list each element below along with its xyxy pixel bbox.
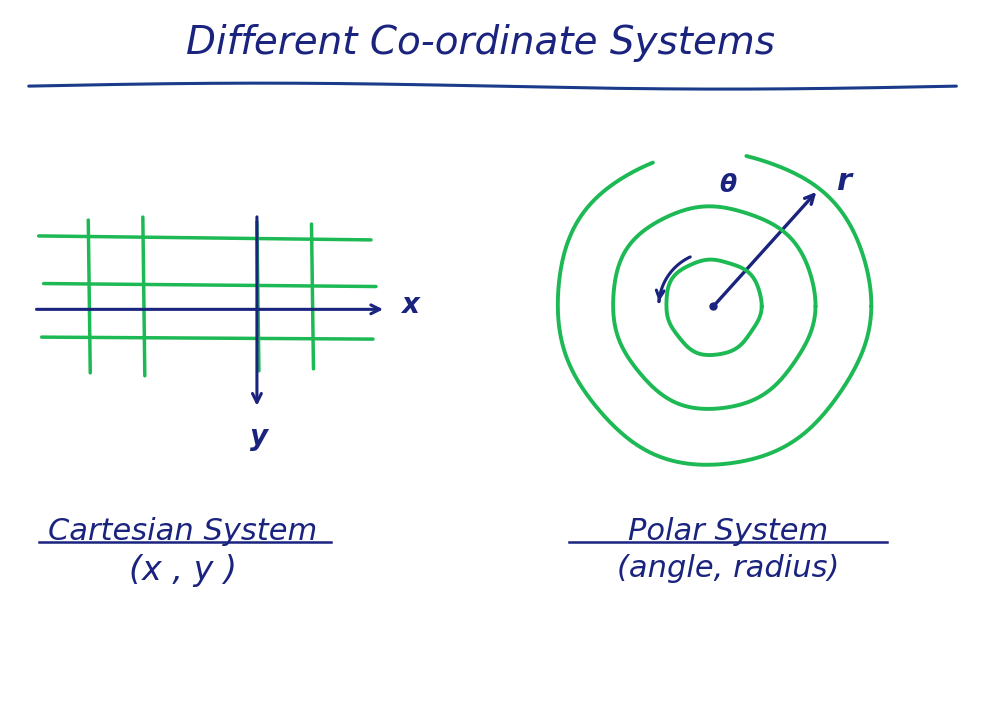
Text: Cartesian System: Cartesian System	[48, 517, 317, 546]
Text: y: y	[250, 424, 268, 451]
Text: (x , y ): (x , y )	[129, 554, 237, 587]
Text: (angle, radius): (angle, radius)	[617, 554, 839, 583]
Text: θ: θ	[720, 174, 737, 198]
Text: x: x	[401, 292, 419, 319]
Text: r: r	[836, 167, 851, 196]
Text: Polar System: Polar System	[628, 517, 828, 546]
Text: Different Co-ordinate Systems: Different Co-ordinate Systems	[186, 23, 775, 61]
